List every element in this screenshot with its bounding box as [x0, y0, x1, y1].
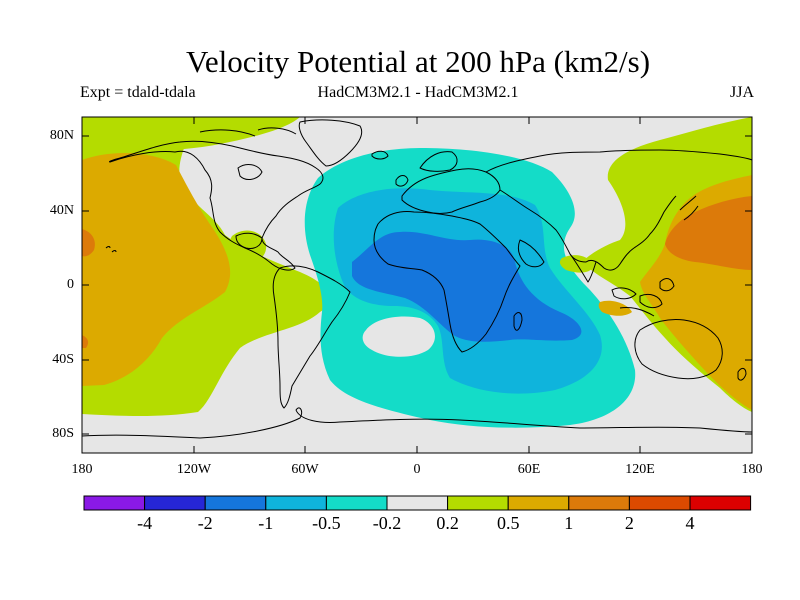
colorbar-box-10	[628, 495, 691, 511]
colorbar-label-1: -4	[137, 513, 153, 533]
coast-arabian-peninsula	[517, 239, 545, 268]
lon-label-60w: 60W	[291, 462, 319, 477]
season-label: JJA	[729, 84, 754, 101]
contour-africa-high	[352, 231, 582, 342]
contour-asia-pacific-high	[665, 196, 752, 270]
coast-europe	[401, 168, 501, 214]
coast-asia	[485, 149, 753, 271]
coast-new-zealand	[737, 367, 747, 381]
coastlines	[81, 119, 753, 439]
colorbar-box-7	[447, 495, 509, 511]
coast-africa	[373, 211, 521, 353]
colorbar-label-2: -2	[197, 513, 213, 533]
axis-ticks	[81, 117, 753, 453]
contour-south-pacific-patch	[266, 294, 318, 314]
coast-southeast-asia-islands	[611, 278, 675, 317]
colorbar-box-4	[265, 495, 327, 511]
coast-gulf-mexico	[235, 232, 263, 249]
colorbar-box-11	[689, 495, 752, 511]
lat-label-40n: 40N	[49, 203, 74, 218]
lon-label-180w: 180	[71, 462, 93, 477]
colorbar-box-5	[325, 495, 388, 511]
models-label: HadCM3M2.1 - HadCM3M2.1	[317, 84, 519, 101]
colorbar-label-3: -1	[258, 513, 274, 533]
colorbar-label-4: -0.5	[312, 513, 341, 533]
colorbar-box-9	[568, 495, 630, 511]
colorbar	[83, 495, 752, 511]
colorbar-label-9: 2	[624, 513, 634, 533]
colorbar-label-6: 0.2	[436, 513, 459, 533]
colorbar-box-1	[83, 495, 146, 511]
lon-label-120w: 120W	[176, 462, 212, 477]
lon-label-120e: 120E	[625, 462, 655, 477]
colorbar-label-7: 0.5	[496, 513, 520, 533]
contour-pacific-west-high-2	[82, 335, 89, 348]
colorbar-box-6	[386, 495, 449, 511]
colorbar-label-5: -0.2	[372, 513, 402, 533]
coast-australia	[634, 319, 723, 380]
lon-label-0: 0	[413, 462, 421, 477]
lon-label-180e: 180	[741, 462, 763, 477]
contour-field	[82, 117, 752, 453]
lat-label-80s: 80S	[52, 426, 74, 441]
coast-madagascar	[513, 312, 523, 331]
experiment-label: Expt = tdald-tdala	[80, 84, 196, 101]
contour-indian-ocean-patch	[598, 300, 632, 316]
contour-south-atlantic-gap	[362, 316, 435, 357]
coast-scandinavia	[419, 151, 458, 172]
lat-label-eq: 0	[67, 277, 74, 292]
contour-north-atlantic-patch	[82, 117, 300, 151]
lat-label-80n: 80N	[49, 128, 74, 143]
colorbar-box-8	[507, 495, 570, 511]
colorbar-label-8: 1	[564, 513, 574, 533]
contour-pacific-west-mid	[82, 153, 231, 386]
colorbar-box-2	[144, 495, 206, 511]
map-title: Velocity Potential at 200 hPa (km2/s)	[185, 44, 651, 79]
contour-pacific-west-high	[82, 229, 95, 257]
colorbar-box-3	[204, 495, 267, 511]
lon-label-60e: 60E	[517, 462, 541, 477]
coast-hawaii	[105, 246, 117, 253]
lat-label-40s: 40S	[52, 352, 74, 367]
coast-japan	[679, 195, 699, 221]
coast-india	[569, 253, 597, 283]
coast-hudson-bay	[237, 164, 263, 180]
coast-iceland	[371, 150, 389, 160]
colorbar-label-10: 4	[685, 513, 695, 533]
coast-greenland	[298, 119, 363, 167]
coast-antarctica	[81, 407, 753, 439]
coast-british-isles	[395, 175, 409, 187]
coast-south-america	[272, 265, 351, 409]
coast-canadian-arctic	[199, 127, 297, 137]
